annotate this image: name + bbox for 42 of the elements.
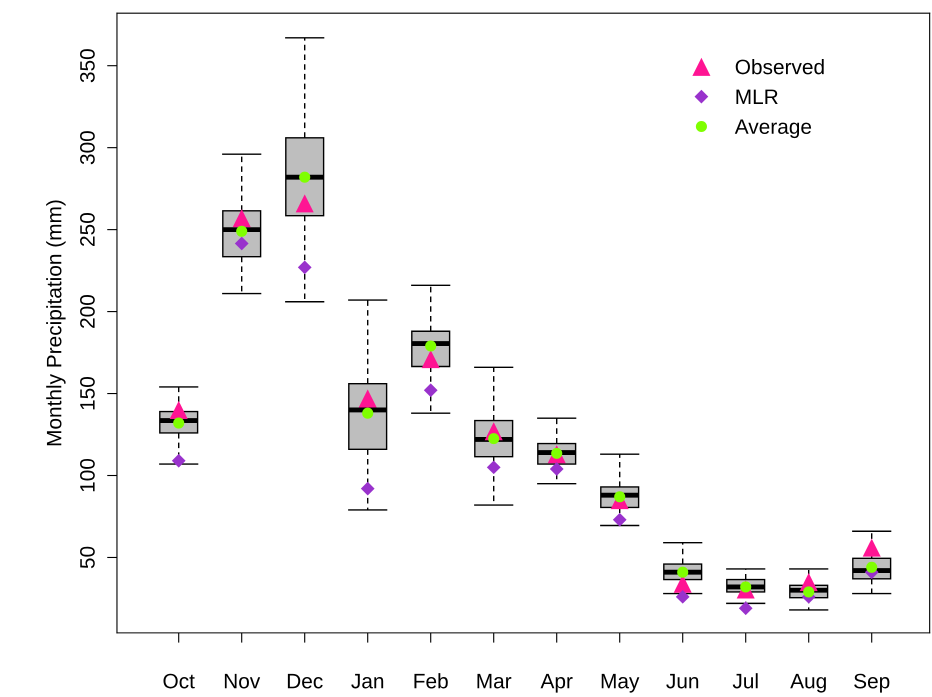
point xyxy=(738,601,753,616)
x-tick-label: Nov xyxy=(224,674,260,688)
y-axis-title: Monthly Precipitation (mm) xyxy=(46,200,66,446)
x-tick-label: Apr xyxy=(540,674,573,693)
y-tick-label: 350 xyxy=(80,49,95,82)
x-tick-label: Oct xyxy=(163,674,195,688)
point xyxy=(486,460,501,474)
legend-label: MLR xyxy=(736,90,778,104)
y-tick-label: 250 xyxy=(80,213,95,246)
x-tick-label: Mar xyxy=(477,674,512,688)
x-tick-label: Jun xyxy=(666,674,698,688)
y-tick-label: 50 xyxy=(80,546,95,568)
point xyxy=(676,590,690,604)
x-tick-label: Dec xyxy=(288,674,323,688)
legend-label: Observed xyxy=(736,59,824,74)
point xyxy=(358,389,377,408)
point xyxy=(170,400,188,419)
point xyxy=(299,172,310,183)
y-tick-label: 100 xyxy=(80,458,95,492)
y-tick-label: 200 xyxy=(80,295,95,328)
x-tick-label: Aug xyxy=(790,674,826,693)
point xyxy=(172,454,186,468)
x-tick-label: Jan xyxy=(351,674,384,688)
x-tick-label: May xyxy=(602,674,640,693)
x-tick-label: Feb xyxy=(414,673,448,688)
x-tick-label: Jul xyxy=(732,673,758,688)
legend-label: Average xyxy=(734,119,812,138)
point xyxy=(234,236,249,250)
x-tick-label: Sep xyxy=(854,674,890,693)
point xyxy=(360,482,375,496)
point xyxy=(424,383,438,398)
point xyxy=(362,408,374,419)
point xyxy=(296,194,314,212)
point xyxy=(236,226,248,237)
point xyxy=(550,462,564,476)
point xyxy=(298,260,312,274)
y-tick-label: 150 xyxy=(80,376,95,410)
y-tick-label: 300 xyxy=(80,131,95,164)
point xyxy=(862,538,881,557)
point xyxy=(612,512,627,527)
point xyxy=(232,209,251,228)
point xyxy=(422,350,440,368)
